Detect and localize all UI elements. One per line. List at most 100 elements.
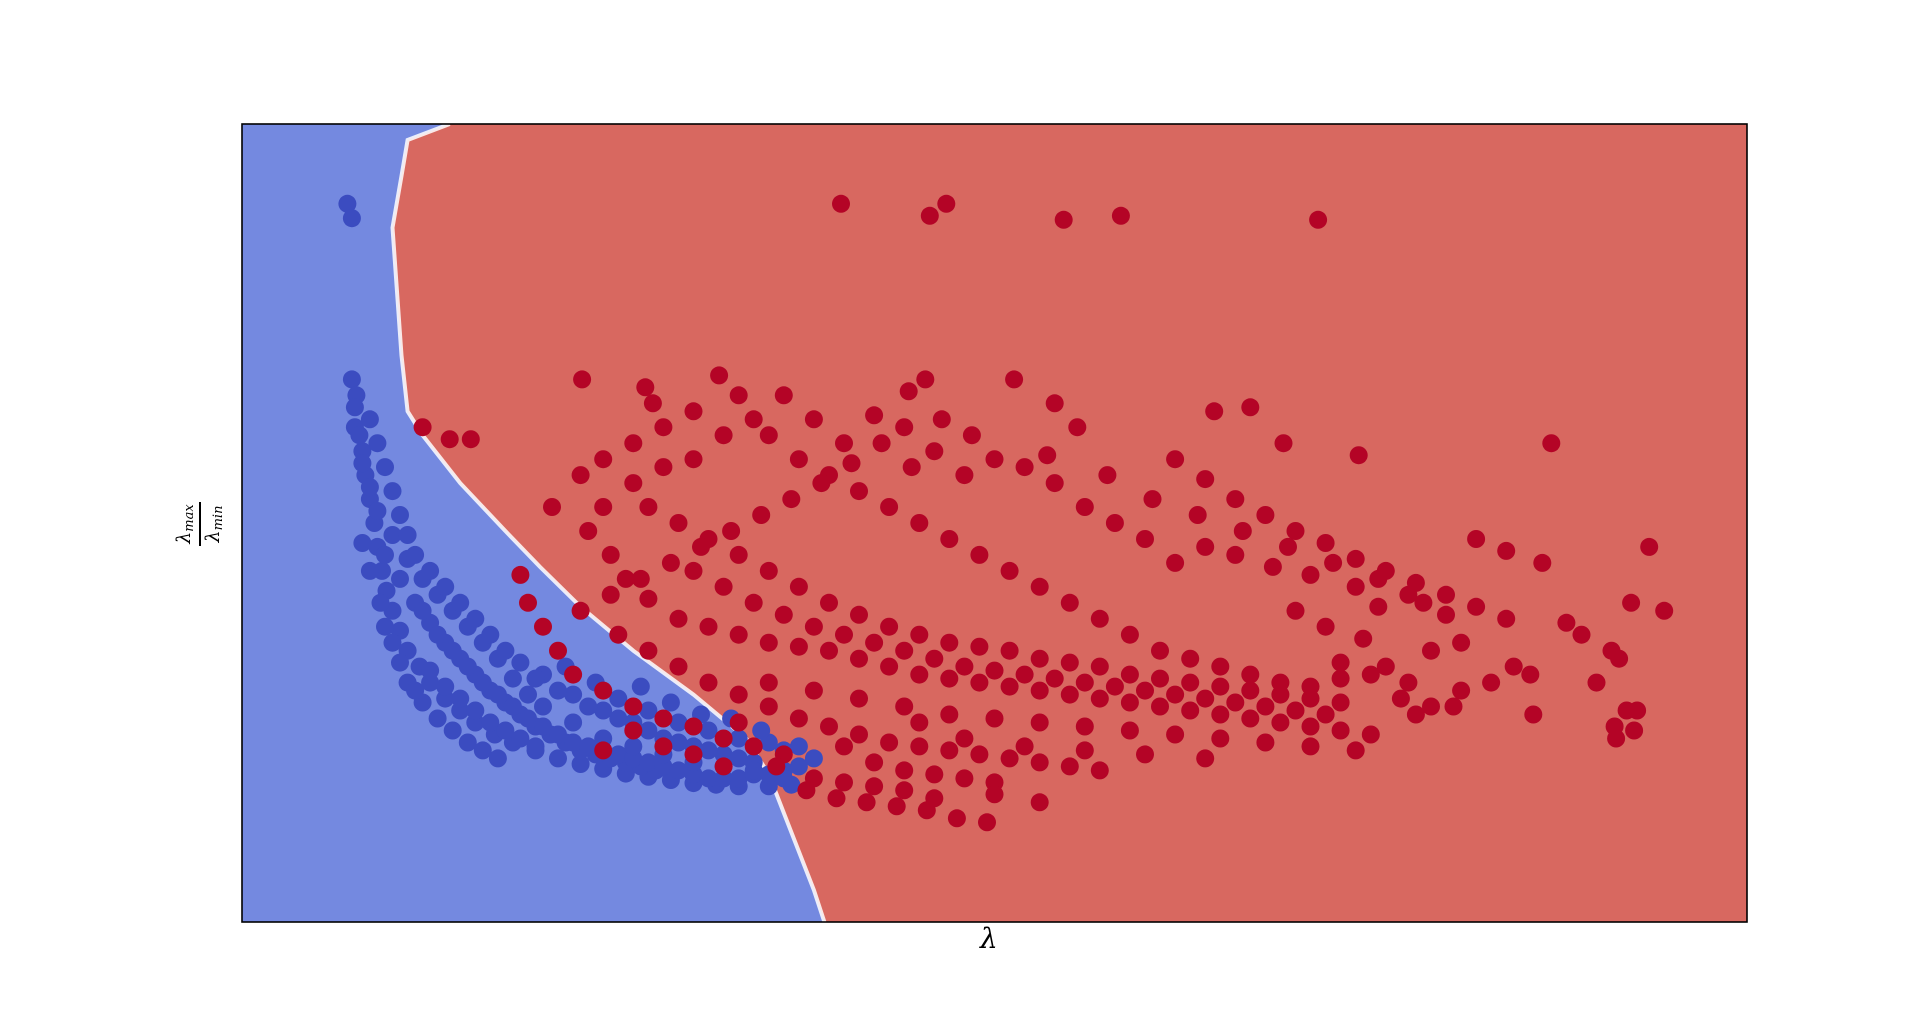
red-point-193: [624, 721, 643, 740]
red-point-24: [1497, 541, 1516, 560]
blue-point-42: [473, 741, 492, 760]
red-point-139: [895, 641, 914, 660]
red-point-149: [1196, 689, 1215, 708]
blue-point-72: [496, 721, 515, 740]
blue-point-74: [526, 737, 545, 756]
blue-point-154: [534, 697, 552, 716]
red-point-167: [1000, 749, 1019, 768]
red-point-68: [925, 442, 944, 461]
red-point-250: [782, 490, 801, 509]
red-point-27: [1655, 601, 1674, 620]
red-point-29: [1533, 553, 1552, 572]
red-point-87: [759, 633, 778, 652]
blue-point-136: [398, 526, 417, 544]
blue-point-23: [549, 749, 567, 768]
red-point-210: [789, 450, 808, 469]
red-point-4: [1111, 206, 1130, 225]
blue-point-0: [338, 194, 357, 213]
red-point-1: [920, 206, 939, 225]
red-point-102: [1211, 705, 1230, 724]
red-point-88: [789, 637, 808, 656]
red-point-114: [820, 593, 838, 612]
red-point-294: [925, 789, 944, 808]
red-point-209: [759, 426, 778, 445]
red-point-55: [1346, 577, 1365, 596]
red-point-197: [827, 789, 846, 808]
red-point-97: [1060, 685, 1079, 704]
blue-point-83: [534, 717, 552, 736]
red-point-54: [1369, 597, 1388, 616]
red-point-261: [1256, 506, 1275, 524]
blue-point-138: [421, 561, 440, 580]
red-point-213: [880, 498, 899, 516]
red-point-53: [1414, 593, 1433, 612]
red-point-45: [1354, 629, 1373, 648]
red-point-5: [1309, 210, 1328, 229]
red-point-171: [865, 753, 884, 772]
red-point-100: [1151, 697, 1169, 716]
red-point-284: [910, 713, 929, 732]
red-point-123: [1090, 657, 1109, 676]
red-point-101: [1181, 701, 1200, 720]
red-point-173: [925, 765, 944, 784]
blue-point-34: [353, 534, 372, 552]
red-point-231: [1422, 697, 1440, 716]
red-point-185: [564, 665, 583, 684]
red-point-0: [832, 194, 850, 213]
blue-point-141: [466, 609, 485, 628]
red-point-66: [985, 450, 1004, 469]
blue-point-75: [413, 601, 432, 620]
red-point-153: [1316, 705, 1335, 724]
red-point-260: [1226, 490, 1245, 509]
red-point-128: [1241, 681, 1260, 700]
red-point-18: [1241, 398, 1260, 417]
red-point-272: [850, 689, 868, 708]
red-point-71: [835, 434, 853, 453]
red-point-63: [1075, 498, 1094, 516]
blue-point-147: [624, 737, 643, 756]
red-point-77: [654, 458, 673, 477]
red-point-222: [1151, 641, 1169, 660]
red-point-295: [895, 781, 914, 800]
red-point-116: [880, 617, 899, 636]
red-point-65: [1015, 458, 1034, 477]
red-point-28: [1557, 613, 1576, 632]
red-point-69: [895, 418, 914, 437]
blue-point-116: [729, 749, 748, 768]
red-point-9: [573, 370, 592, 389]
red-point-40: [1625, 721, 1644, 740]
blue-point-143: [496, 641, 515, 660]
red-point-251: [752, 506, 771, 524]
red-point-223: [1181, 649, 1200, 668]
red-point-82: [616, 569, 635, 588]
red-point-288: [1136, 745, 1154, 764]
red-point-51: [1452, 633, 1471, 652]
blue-point-160: [729, 729, 748, 748]
red-point-166: [970, 745, 989, 764]
red-point-56: [1301, 565, 1320, 584]
red-point-2: [937, 194, 956, 213]
red-point-252: [722, 522, 741, 540]
red-point-35: [1524, 705, 1543, 724]
red-point-90: [850, 649, 868, 668]
red-point-84: [669, 609, 688, 628]
red-point-152: [1286, 701, 1305, 720]
blue-point-163: [804, 749, 823, 768]
red-point-49: [1422, 641, 1440, 660]
red-point-52: [1610, 649, 1629, 668]
red-point-290: [835, 737, 853, 756]
red-point-133: [714, 577, 733, 596]
blue-point-73: [511, 729, 530, 748]
red-point-221: [1120, 625, 1139, 644]
red-point-278: [1120, 721, 1139, 740]
blue-point-70: [466, 701, 485, 720]
blue-point-112: [609, 709, 628, 728]
blue-point-156: [609, 689, 628, 708]
red-point-78: [624, 474, 643, 493]
blue-point-24: [571, 755, 590, 773]
red-point-189: [511, 565, 530, 584]
red-point-244: [962, 426, 981, 445]
red-point-14: [899, 382, 918, 401]
blue-point-77: [443, 641, 462, 660]
